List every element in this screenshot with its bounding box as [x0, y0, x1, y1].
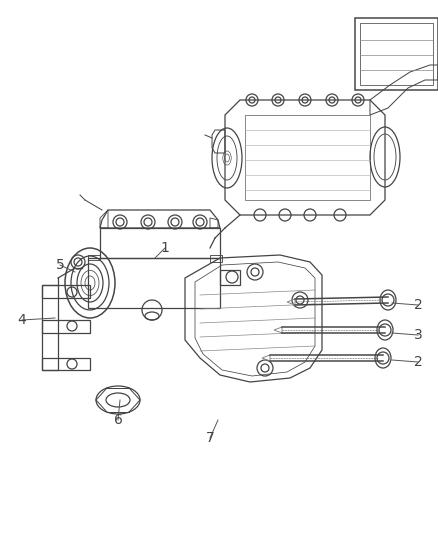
- Text: 5: 5: [56, 258, 64, 272]
- Text: 4: 4: [18, 313, 26, 327]
- Text: 7: 7: [205, 431, 214, 445]
- Text: 2: 2: [413, 355, 422, 369]
- Text: 6: 6: [113, 413, 123, 427]
- Text: 1: 1: [161, 241, 170, 255]
- Text: 3: 3: [413, 328, 422, 342]
- Text: 2: 2: [413, 298, 422, 312]
